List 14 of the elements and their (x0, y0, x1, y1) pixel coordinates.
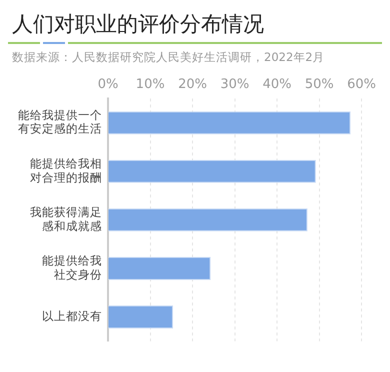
x-tick-label: 60% (347, 77, 376, 92)
y-tick-label: 我能获得满足感和成就感 (30, 204, 102, 233)
chart-title: 人们对职业的评价分布情况 (11, 11, 265, 38)
chart-subtitle: 数据来源：人民数据研究院人民美好生活调研，2022年2月 (11, 49, 326, 66)
x-tick-label: 0% (98, 77, 118, 92)
x-tick-label: 20% (178, 77, 207, 92)
y-tick-label: 以上都没有 (42, 308, 102, 323)
x-tick-label: 50% (304, 77, 334, 92)
x-tick-label: 30% (220, 77, 250, 92)
y-tick-label: 能提供给我社交身份 (42, 254, 102, 282)
x-tick-label: 40% (262, 77, 292, 92)
y-tick-label: 能给我提供一个有安定感的生活 (18, 108, 102, 136)
x-tick-label: 10% (136, 77, 165, 92)
y-tick-label: 能提供给我相对合理的报酬 (30, 156, 102, 184)
